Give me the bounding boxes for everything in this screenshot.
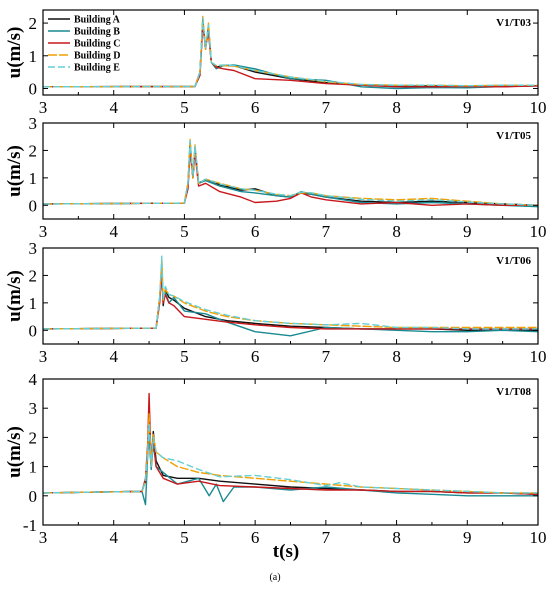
series-line-building-c bbox=[43, 392, 538, 495]
x-tick-label: 5 bbox=[180, 528, 189, 547]
x-tick-label: 3 bbox=[39, 528, 48, 547]
x-tick-label: 5 bbox=[180, 347, 189, 366]
legend-label: Building D bbox=[74, 51, 120, 62]
x-tick-label: 10 bbox=[530, 528, 547, 547]
legend-label: Building E bbox=[74, 63, 120, 74]
x-tick-label: 8 bbox=[392, 222, 401, 241]
series-line-building-c bbox=[43, 149, 538, 207]
x-tick-label: 4 bbox=[109, 347, 118, 366]
series-line-building-a bbox=[43, 430, 538, 495]
x-tick-label: 7 bbox=[322, 528, 331, 547]
y-tick-label: 1 bbox=[29, 458, 38, 477]
y-tick-label: 0 bbox=[29, 487, 38, 506]
y-tick-label: 2 bbox=[29, 141, 38, 160]
x-tick-label: 8 bbox=[392, 98, 401, 117]
series-line-building-d bbox=[43, 258, 538, 330]
x-tick-label: 8 bbox=[392, 528, 401, 547]
series-line-building-e bbox=[43, 255, 538, 330]
panel-title: V1/T08 bbox=[496, 386, 531, 398]
series-line-building-e bbox=[43, 140, 538, 206]
series-line-building-e bbox=[43, 17, 538, 88]
series-line-building-d bbox=[43, 413, 538, 494]
x-tick-label: 9 bbox=[463, 98, 472, 117]
legend-label: Building B bbox=[74, 27, 120, 38]
y-tick-label: 1 bbox=[29, 294, 38, 313]
y-tick-label: 3 bbox=[29, 114, 38, 133]
x-tick-label: 8 bbox=[392, 347, 401, 366]
y-tick-label: 0 bbox=[29, 79, 38, 98]
x-tick-label: 9 bbox=[463, 528, 472, 547]
series-group bbox=[43, 255, 538, 337]
x-tick-label: 3 bbox=[39, 98, 48, 117]
x-tick-label: 6 bbox=[251, 347, 260, 366]
panel-4: 3 4 5 6 7 8 9 10 -1 0 1 2 3 4 V1/T08 u(m/s) bbox=[4, 370, 547, 547]
series-group bbox=[43, 392, 538, 506]
x-tick-label: 6 bbox=[251, 222, 260, 241]
y-tick-label: 4 bbox=[29, 370, 38, 389]
y-axis-label: u(m/s) bbox=[4, 145, 25, 197]
series-line-building-e bbox=[43, 422, 538, 494]
y-tick-label: 0 bbox=[29, 196, 38, 215]
x-tick-label: 10 bbox=[530, 98, 547, 117]
x-tick-label: 7 bbox=[322, 98, 331, 117]
series-line-building-c bbox=[43, 272, 538, 330]
series-line-building-b bbox=[43, 430, 538, 506]
x-tick-label: 5 bbox=[180, 222, 189, 241]
x-tick-label: 9 bbox=[463, 347, 472, 366]
series-line-building-a bbox=[43, 266, 538, 331]
y-tick-label: 1 bbox=[29, 47, 38, 66]
x-tick-label: 6 bbox=[251, 98, 260, 117]
plot-frame bbox=[42, 378, 539, 526]
series-group bbox=[43, 15, 538, 90]
x-tick-label: 3 bbox=[39, 347, 48, 366]
panel-2: 3 4 5 6 7 8 9 10 0 1 2 3 V1/T05 u(m/s) bbox=[4, 114, 547, 241]
y-axis-label: u(m/s) bbox=[4, 270, 25, 322]
x-tick-label: 4 bbox=[109, 98, 118, 117]
y-tick-label: 3 bbox=[29, 239, 38, 258]
y-tick-label: 2 bbox=[29, 14, 38, 33]
figure-caption: (a) bbox=[269, 572, 280, 583]
panel-title: V1/T03 bbox=[496, 17, 531, 29]
x-tick-label: 6 bbox=[251, 528, 260, 547]
x-tick-label: 10 bbox=[530, 347, 547, 366]
x-tick-label: 9 bbox=[463, 222, 472, 241]
y-tick-label: 2 bbox=[29, 428, 38, 447]
x-tick-label: 7 bbox=[322, 222, 331, 241]
legend-label: Building A bbox=[74, 15, 121, 26]
x-tick-label: 4 bbox=[109, 222, 118, 241]
y-tick-label: 1 bbox=[29, 169, 38, 188]
x-tick-label: 10 bbox=[530, 222, 547, 241]
y-tick-label: 0 bbox=[29, 321, 38, 340]
panel-title: V1/T05 bbox=[496, 130, 531, 142]
y-axis-label: u(m/s) bbox=[4, 426, 25, 478]
x-tick-label: 3 bbox=[39, 222, 48, 241]
x-tick-label: 5 bbox=[180, 98, 189, 117]
legend-label: Building C bbox=[74, 39, 120, 50]
x-tick-label: 7 bbox=[322, 347, 331, 366]
x-axis-label: t(s) bbox=[273, 541, 299, 562]
x-tick-label: 4 bbox=[109, 528, 118, 547]
y-axis-label: u(m/s) bbox=[4, 27, 25, 79]
y-tick-label: 3 bbox=[29, 399, 38, 418]
y-tick-label: -1 bbox=[23, 516, 37, 535]
panel-title: V1/T06 bbox=[496, 255, 531, 267]
panel-3: 3 4 5 6 7 8 9 10 0 1 2 3 V1/T06 u(m/s) bbox=[4, 239, 547, 366]
series-group bbox=[43, 138, 538, 208]
y-tick-label: 2 bbox=[29, 266, 38, 285]
